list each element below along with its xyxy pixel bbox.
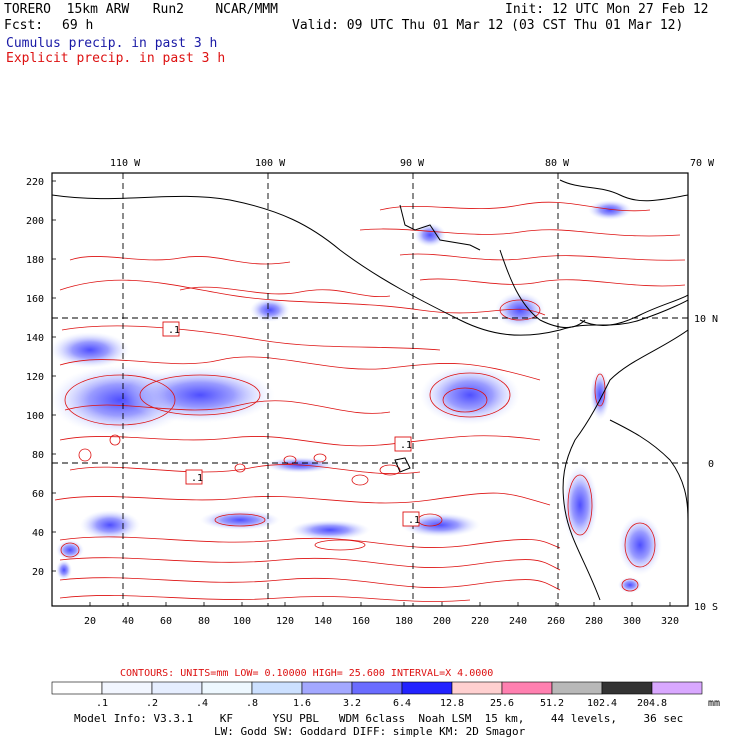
colorbar-cell	[101, 681, 153, 695]
colorbar-label: .1	[96, 698, 108, 709]
box-label-2: .1	[400, 440, 412, 451]
model-title: TORERO 15km ARW Run2 NCAR/MMM	[4, 2, 278, 17]
x-tick-60: 60	[160, 616, 172, 627]
lat-label-0: 0	[708, 459, 714, 470]
lat-label-10s: 10 S	[694, 602, 718, 613]
colorbar-label: 204.8	[637, 698, 667, 709]
x-tick-280: 280	[585, 616, 603, 627]
x-axis-ticks	[89, 602, 671, 606]
y-tick-180: 180	[26, 255, 44, 266]
colorbar-label: .2	[146, 698, 158, 709]
coastlines	[52, 179, 688, 601]
x-tick-260: 260	[547, 616, 565, 627]
legend-cumulus: Cumulus precip. in past 3 h	[6, 36, 218, 51]
x-tick-120: 120	[276, 616, 294, 627]
colorbar-label: 25.6	[490, 698, 514, 709]
model-info: Model Info: V3.3.1 KF YSU PBL WDM 6class…	[74, 712, 684, 725]
lon-label-80w: 80 W	[545, 158, 570, 169]
colorbar-cell	[201, 681, 253, 695]
forecast-label: Fcst:	[4, 18, 44, 33]
lon-label-70w: 70 W	[690, 158, 715, 169]
x-axis-labels: 20 40 60 80 100 120 140 160 180 200 220 …	[84, 616, 679, 627]
y-tick-160: 160	[26, 294, 44, 305]
colorbar-label: 1.6	[293, 698, 311, 709]
y-axis-labels: 220 200 180 160 140 120 100 80 60 40 20	[26, 177, 44, 578]
x-tick-100: 100	[233, 616, 251, 627]
x-tick-220: 220	[471, 616, 489, 627]
y-tick-20: 20	[32, 567, 44, 578]
lon-label-110w: 110 W	[110, 158, 141, 169]
colorbar-cell	[301, 681, 353, 695]
y-tick-40: 40	[32, 528, 44, 539]
colorbar-cell	[601, 681, 653, 695]
x-tick-140: 140	[314, 616, 332, 627]
contours-info: CONTOURS: UNITS=mm LOW= 0.10000 HIGH= 25…	[120, 668, 493, 679]
x-tick-300: 300	[623, 616, 641, 627]
x-tick-240: 240	[509, 616, 527, 627]
contour-label-boxes	[162, 321, 420, 527]
x-tick-200: 200	[433, 616, 451, 627]
explicit-precip-contours	[54, 201, 686, 602]
colorbar-cell	[51, 681, 103, 695]
colorbar-cell	[651, 681, 703, 695]
init-time: Init: 12 UTC Mon 27 Feb 12	[505, 2, 709, 17]
y-axis-ticks	[52, 180, 56, 572]
lat-lon-grid	[52, 173, 688, 606]
x-tick-40: 40	[122, 616, 134, 627]
y-tick-220: 220	[26, 177, 44, 188]
y-tick-200: 200	[26, 216, 44, 227]
y-tick-140: 140	[26, 333, 44, 344]
plot-frame	[51, 172, 689, 607]
colorbar-labels: .1 .2 .4 .8 1.6 3.2 6.4 12.8 25.6 51.2 102.4 204.8	[96, 698, 667, 709]
y-tick-80: 80	[32, 450, 44, 461]
colorbar-label: 51.2	[540, 698, 564, 709]
lat-labels: 10 N 0 10 S	[694, 314, 718, 613]
x-tick-20: 20	[84, 616, 96, 627]
colorbar-label: .4	[196, 698, 208, 709]
colorbar-cell	[501, 681, 553, 695]
x-tick-80: 80	[198, 616, 210, 627]
box-label-1: .1	[168, 325, 180, 336]
colorbar-label: 12.8	[440, 698, 464, 709]
y-tick-120: 120	[26, 372, 44, 383]
colorbar-label: .8	[246, 698, 258, 709]
colorbar-cell	[351, 681, 403, 695]
x-tick-180: 180	[395, 616, 413, 627]
colorbar-cell	[551, 681, 603, 695]
colorbar-cell	[401, 681, 453, 695]
box-label-4: .1	[408, 515, 420, 526]
colorbar-cell	[151, 681, 203, 695]
colorbar-cell	[251, 681, 303, 695]
lon-label-100w: 100 W	[255, 158, 286, 169]
colorbar	[51, 681, 703, 695]
colorbar-cell	[451, 681, 503, 695]
x-tick-160: 160	[352, 616, 370, 627]
lat-label-10n: 10 N	[694, 314, 718, 325]
y-tick-60: 60	[32, 489, 44, 500]
legend-explicit: Explicit precip. in past 3 h	[6, 51, 226, 66]
physics-info: LW: Godd SW: Goddard DIFF: simple KM: 2D…	[214, 725, 526, 738]
colorbar-label: 6.4	[393, 698, 411, 709]
x-tick-320: 320	[661, 616, 679, 627]
lon-label-90w: 90 W	[400, 158, 425, 169]
colorbar-label: 3.2	[343, 698, 361, 709]
y-tick-100: 100	[26, 411, 44, 422]
lon-labels: 110 W 100 W 90 W 80 W 70 W	[110, 158, 715, 169]
forecast-hour: 69 h	[62, 18, 94, 33]
colorbar-unit: mm	[708, 698, 720, 709]
box-label-3: .1	[191, 473, 203, 484]
colorbar-label: 102.4	[587, 698, 617, 709]
valid-time: Valid: 09 UTC Thu 01 Mar 12 (03 CST Thu …	[292, 18, 684, 33]
